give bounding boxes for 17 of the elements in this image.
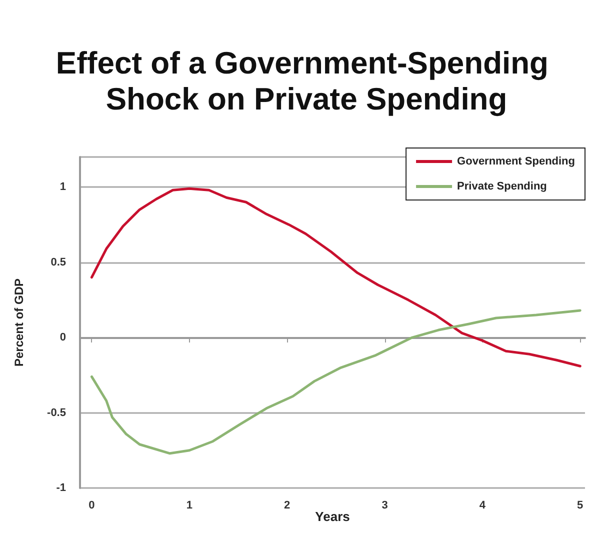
x-axis-title: Years xyxy=(315,509,350,524)
x-tick-label: 1 xyxy=(186,500,192,512)
y-tick-label: 0 xyxy=(60,332,66,344)
x-tick-label: 5 xyxy=(577,500,584,512)
y-tick-label: -0.5 xyxy=(47,406,66,419)
y-tick-label: 0.5 xyxy=(50,256,66,268)
y-tick-label: 1 xyxy=(60,181,66,194)
chart-title: Effect of a Government-Spending Shock on Private Spending xyxy=(56,46,558,116)
legend-label: Private Spending xyxy=(457,180,547,192)
y-axis-title: Percent of GDP xyxy=(12,278,26,367)
line-series xyxy=(90,309,582,455)
x-tick-label: 4 xyxy=(479,500,486,512)
legend-label: Government Spending xyxy=(457,156,576,168)
x-tick-label: 3 xyxy=(382,500,388,512)
x-tick-label: 0 xyxy=(88,500,95,512)
x-tick-label: 2 xyxy=(284,500,290,512)
y-tick-label: -1 xyxy=(56,482,66,494)
